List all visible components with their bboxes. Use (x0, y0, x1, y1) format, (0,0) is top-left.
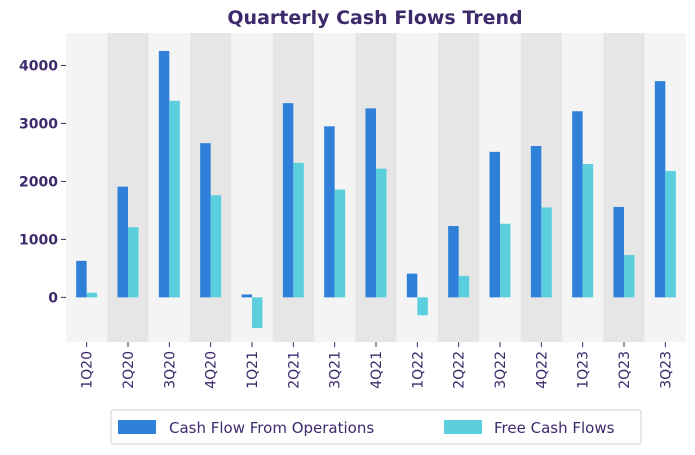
x-tick-label: 1Q22 (410, 351, 426, 389)
bar-free-cash-flows (128, 227, 139, 298)
bar-cash-flow-operations (241, 294, 252, 298)
x-tick-label: 2Q21 (286, 351, 302, 389)
bar-free-cash-flows (376, 168, 387, 298)
bar-cash-flow-operations (200, 143, 211, 298)
y-tick-label: 3000 (19, 116, 58, 132)
plot-band (231, 33, 273, 342)
bar-free-cash-flows (293, 162, 304, 298)
bar-cash-flow-operations (324, 126, 335, 298)
bar-cash-flow-operations (282, 103, 294, 298)
bar-free-cash-flows (541, 207, 552, 298)
bar-cash-flow-operations (158, 50, 170, 298)
bar-cash-flow-operations (613, 206, 624, 298)
bar-cash-flow-operations (365, 108, 376, 298)
bar-free-cash-flows (582, 164, 594, 298)
legend-swatch (444, 420, 482, 434)
x-tick-label: 1Q23 (576, 351, 592, 389)
bars-group (76, 50, 676, 329)
bar-cash-flow-operations (448, 226, 459, 298)
bar-cash-flow-operations (489, 151, 500, 298)
y-tick-label: 2000 (19, 174, 58, 190)
bar-free-cash-flows (86, 292, 98, 298)
bar-free-cash-flows (334, 189, 346, 298)
bar-free-cash-flows (210, 195, 222, 298)
x-tick-label: 4Q21 (369, 351, 385, 389)
x-tick-label: 2Q20 (121, 351, 137, 389)
y-axis: 0 1000 2000 3000 4000 (19, 58, 66, 306)
legend-box (110, 409, 642, 445)
bar-cash-flow-operations (530, 146, 542, 298)
legend-label: Free Cash Flows (494, 419, 615, 437)
x-tick-label: 2Q22 (452, 351, 468, 389)
bar-free-cash-flows (665, 170, 676, 298)
legend: Cash Flow From Operations Free Cash Flows (110, 409, 642, 445)
bar-free-cash-flows (458, 275, 470, 298)
x-tick-label: 3Q23 (658, 351, 674, 389)
bar-cash-flow-operations (572, 111, 583, 298)
x-tick-label: 1Q20 (80, 351, 96, 389)
bar-free-cash-flows (417, 297, 428, 316)
x-tick-label: 3Q22 (493, 351, 509, 389)
y-tick-label: 0 (48, 290, 58, 306)
x-tick-label: 3Q20 (162, 351, 178, 389)
bar-free-cash-flows (500, 223, 511, 298)
x-tick-label: 1Q21 (245, 351, 261, 389)
x-tick-label: 3Q21 (328, 351, 344, 389)
legend-swatch (118, 420, 156, 434)
x-tick-label: 2Q23 (617, 351, 633, 389)
bar-cash-flow-operations (117, 186, 128, 298)
x-tick-label: 4Q22 (534, 351, 550, 389)
chart-title: Quarterly Cash Flows Trend (227, 7, 522, 29)
bar-free-cash-flows (252, 297, 263, 329)
bar-cash-flow-operations (406, 273, 418, 298)
bar-cash-flow-operations (76, 260, 87, 298)
x-tick-label: 4Q20 (204, 351, 220, 389)
bar-free-cash-flows (169, 100, 180, 298)
x-axis: 1Q20 2Q20 3Q20 4Q20 1Q21 2Q21 3Q21 4Q21 1Q22 2Q22… (80, 342, 674, 389)
legend-label: Cash Flow From Operations (169, 419, 374, 437)
bar-free-cash-flows (624, 255, 635, 298)
bar-cash-flow-operations (654, 81, 666, 298)
y-tick-label: 4000 (19, 58, 58, 74)
y-tick-label: 1000 (19, 232, 58, 248)
